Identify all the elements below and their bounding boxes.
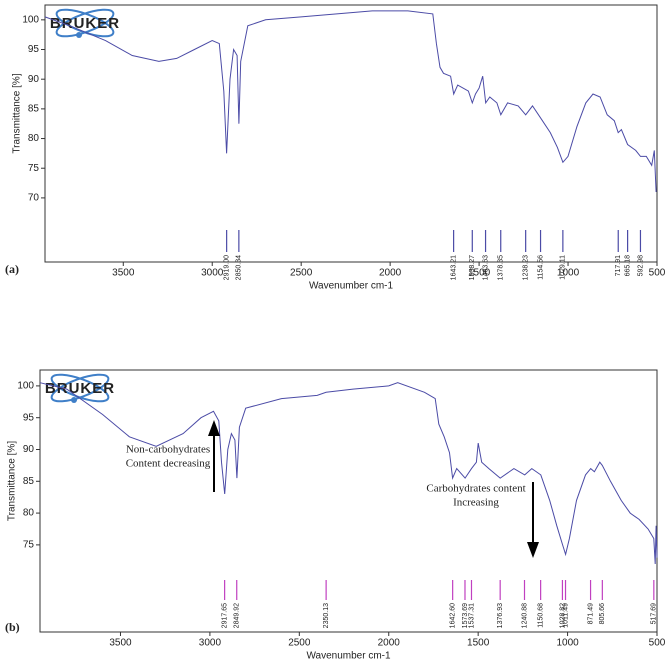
peak-label: 1238.23 bbox=[523, 255, 530, 280]
y-tick-label: 75 bbox=[28, 163, 40, 174]
y-tick-label: 100 bbox=[17, 381, 34, 392]
x-tick-label: 3500 bbox=[112, 268, 135, 279]
y-tick-label: 90 bbox=[23, 444, 35, 455]
y-tick-label: 70 bbox=[28, 193, 40, 204]
peak-label: 717.91 bbox=[615, 255, 622, 277]
x-tick-label: 2500 bbox=[288, 638, 311, 649]
logo-orbit bbox=[55, 8, 115, 38]
peak-label: 2917.65 bbox=[221, 603, 228, 628]
logo-orbit bbox=[50, 373, 110, 403]
panel-label: (a) bbox=[5, 262, 19, 276]
x-tick-label: 2000 bbox=[379, 268, 402, 279]
x-axis-label: Wavenumber cm-1 bbox=[309, 281, 394, 292]
peak-label: 2919.00 bbox=[223, 255, 230, 280]
y-tick-label: 95 bbox=[28, 44, 40, 55]
peak-label: 2850.34 bbox=[236, 255, 243, 280]
spectrum-line bbox=[39, 382, 658, 565]
peak-label: 1011.49 bbox=[562, 603, 569, 628]
peak-label: 1150.68 bbox=[537, 603, 544, 628]
annotation: Carbohydrates content bbox=[426, 483, 525, 495]
x-tick-label: 1500 bbox=[467, 638, 490, 649]
y-tick-label: 95 bbox=[23, 412, 35, 423]
y-axis-label: Transmittance [%] bbox=[7, 441, 18, 521]
y-tick-label: 85 bbox=[28, 104, 40, 115]
peak-label: 805.66 bbox=[599, 603, 606, 625]
peak-label: 1538.27 bbox=[469, 255, 476, 280]
y-tick-label: 100 bbox=[22, 14, 39, 25]
plot-frame bbox=[44, 4, 658, 263]
peak-label: 2350.13 bbox=[323, 603, 330, 628]
peak-label: 1643.21 bbox=[450, 255, 457, 280]
y-tick-label: 80 bbox=[23, 508, 35, 519]
spectrum-line bbox=[44, 10, 657, 193]
y-tick-label: 75 bbox=[23, 540, 35, 551]
x-tick-label: 3500 bbox=[109, 638, 132, 649]
peak-label: 517.69 bbox=[651, 603, 658, 625]
plot-frame bbox=[39, 369, 658, 633]
peak-label: 1376.93 bbox=[497, 603, 504, 628]
x-tick-label: 500 bbox=[649, 268, 666, 279]
logo-dot bbox=[76, 32, 82, 38]
logo-orbit bbox=[55, 8, 115, 38]
x-tick-label: 1500 bbox=[468, 268, 491, 279]
x-tick-label: 3000 bbox=[201, 268, 224, 279]
annotation: Non-carbohydrates bbox=[126, 444, 210, 456]
x-tick-label: 3000 bbox=[199, 638, 222, 649]
peak-label: 1029.11 bbox=[560, 255, 567, 280]
x-tick-label: 2000 bbox=[378, 638, 401, 649]
peak-label: 1573.69 bbox=[462, 603, 469, 628]
y-tick-label: 80 bbox=[28, 133, 40, 144]
y-tick-label: 90 bbox=[28, 74, 40, 85]
x-axis-label: Wavenumber cm-1 bbox=[306, 651, 391, 662]
annotation: Increasing bbox=[453, 497, 499, 509]
x-tick-label: 1000 bbox=[556, 638, 579, 649]
panel-label: (b) bbox=[5, 620, 20, 634]
peak-label: 1463.63 bbox=[482, 255, 489, 280]
annotation: Content decreasing bbox=[126, 458, 211, 470]
peak-label: 1240.88 bbox=[521, 603, 528, 628]
x-tick-label: 1000 bbox=[557, 268, 580, 279]
logo-text: BRUKER bbox=[45, 380, 115, 397]
x-tick-label: 500 bbox=[649, 638, 666, 649]
logo-dot bbox=[71, 397, 77, 403]
peak-label: 1642.60 bbox=[450, 603, 457, 628]
peak-label: 1028.82 bbox=[559, 603, 566, 628]
y-tick-label: 85 bbox=[23, 476, 35, 487]
peak-label: 2849.92 bbox=[234, 603, 241, 628]
peak-label: 871.49 bbox=[587, 603, 594, 625]
peak-label: 1378.35 bbox=[498, 255, 505, 280]
peak-label: 592.98 bbox=[637, 255, 644, 277]
y-axis-label: Transmittance [%] bbox=[12, 73, 23, 153]
logo-text: BRUKER bbox=[50, 15, 120, 32]
peak-label: 665.18 bbox=[624, 255, 631, 277]
peak-label: 1154.56 bbox=[537, 255, 544, 280]
peak-label: 1537.31 bbox=[468, 603, 475, 628]
x-tick-label: 2500 bbox=[290, 268, 313, 279]
